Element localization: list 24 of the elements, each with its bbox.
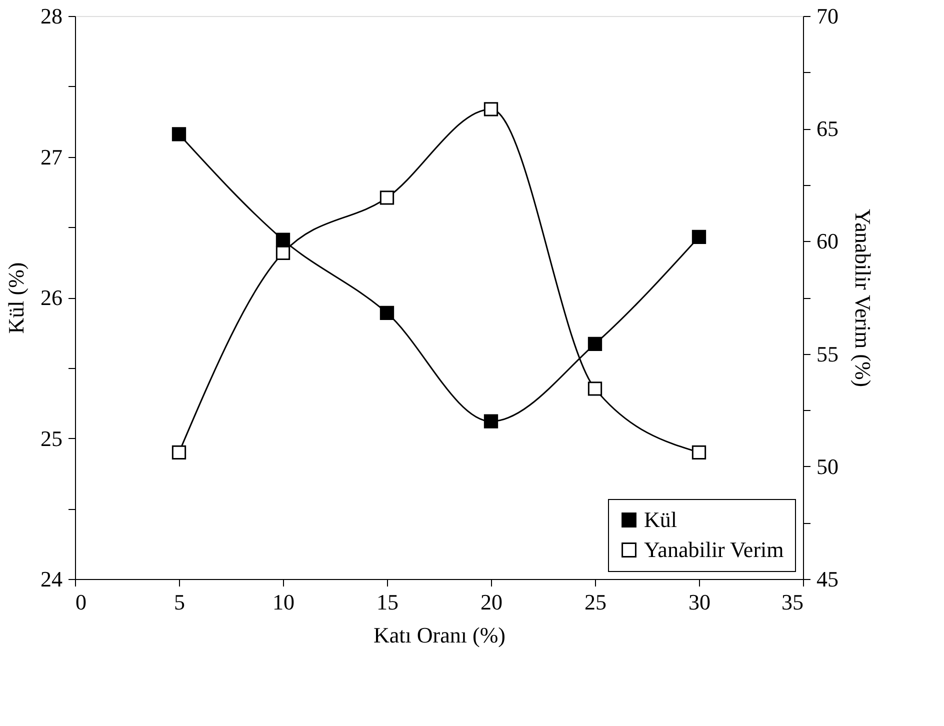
- x-tick-label: 20: [480, 590, 502, 614]
- y2-tick-label: 65: [816, 116, 838, 142]
- y2-tick-label: 60: [816, 228, 838, 254]
- x-tick-label: 10: [272, 590, 294, 614]
- y-tick-label: 28: [40, 4, 62, 28]
- y2-tick-label: 55: [816, 341, 838, 366]
- y-tick-label: 26: [40, 285, 62, 310]
- x-tick-label: 5: [174, 590, 185, 614]
- y-tick-label: 25: [40, 426, 62, 451]
- y2-tick-label: 70: [816, 4, 838, 28]
- legend-label: Yanabilir Verim: [644, 537, 784, 562]
- y-tick-label: 27: [40, 144, 62, 170]
- y-axis-title: Kül (%): [4, 262, 28, 334]
- x-tick-label: 25: [584, 590, 606, 614]
- legend-label: Kül: [644, 507, 677, 532]
- y2-tick-label: 45: [816, 566, 838, 592]
- x-tick-label: 35: [782, 590, 804, 614]
- x-tick-label: 0: [76, 590, 86, 614]
- x-axis-title: Katı Oranı (%): [374, 622, 506, 648]
- y2-tick-label: 50: [816, 454, 838, 479]
- y-tick-label: 24: [40, 566, 62, 592]
- x-tick-label: 15: [376, 590, 398, 614]
- x-tick-label: 30: [688, 590, 710, 614]
- y2-axis-title: Yanabilir Verim (%): [850, 208, 876, 388]
